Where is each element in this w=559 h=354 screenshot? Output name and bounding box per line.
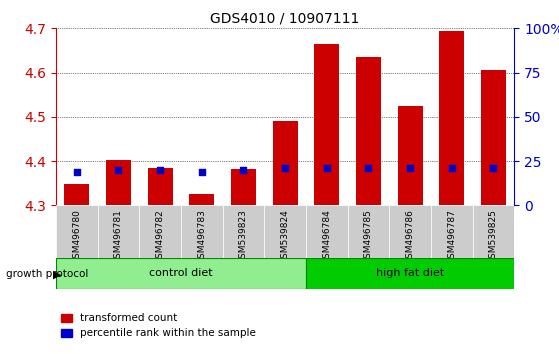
Text: GSM496780: GSM496780 <box>72 210 81 264</box>
Text: high fat diet: high fat diet <box>376 268 444 279</box>
Text: GSM496784: GSM496784 <box>322 210 331 264</box>
Legend: transformed count, percentile rank within the sample: transformed count, percentile rank withi… <box>61 313 255 338</box>
Title: GDS4010 / 10907111: GDS4010 / 10907111 <box>210 12 360 26</box>
Text: GSM496781: GSM496781 <box>114 210 123 264</box>
Bar <box>481 70 506 205</box>
Point <box>364 165 373 171</box>
FancyBboxPatch shape <box>306 258 514 289</box>
Point <box>72 169 81 175</box>
Text: GSM496787: GSM496787 <box>447 210 456 264</box>
Bar <box>397 106 423 205</box>
Bar <box>439 30 465 205</box>
FancyBboxPatch shape <box>389 205 431 258</box>
FancyBboxPatch shape <box>98 205 139 258</box>
Point <box>155 167 164 173</box>
Point <box>239 167 248 173</box>
Text: GSM539823: GSM539823 <box>239 210 248 264</box>
Point <box>281 165 290 171</box>
FancyBboxPatch shape <box>222 205 264 258</box>
FancyBboxPatch shape <box>139 205 181 258</box>
Bar <box>273 121 297 205</box>
Point <box>197 169 206 175</box>
FancyBboxPatch shape <box>431 205 472 258</box>
Text: GSM496782: GSM496782 <box>155 210 164 264</box>
Bar <box>106 160 131 205</box>
Bar <box>356 57 381 205</box>
Text: ▶: ▶ <box>53 269 61 279</box>
FancyBboxPatch shape <box>472 205 514 258</box>
Point <box>323 165 331 171</box>
Text: control diet: control diet <box>149 268 213 279</box>
FancyBboxPatch shape <box>348 205 389 258</box>
Text: growth protocol: growth protocol <box>6 269 88 279</box>
Point <box>489 165 498 171</box>
Bar <box>190 194 214 205</box>
Text: GSM496785: GSM496785 <box>364 210 373 264</box>
FancyBboxPatch shape <box>306 205 348 258</box>
Text: GSM496783: GSM496783 <box>197 210 206 264</box>
Bar <box>64 184 89 205</box>
Point <box>447 165 456 171</box>
Bar <box>231 169 256 205</box>
FancyBboxPatch shape <box>181 205 222 258</box>
FancyBboxPatch shape <box>56 205 98 258</box>
FancyBboxPatch shape <box>56 258 306 289</box>
Bar <box>148 168 173 205</box>
Point <box>114 167 123 173</box>
Bar <box>314 44 339 205</box>
Text: GSM539824: GSM539824 <box>281 210 290 264</box>
Point <box>406 165 415 171</box>
Text: GSM496786: GSM496786 <box>406 210 415 264</box>
Text: GSM539825: GSM539825 <box>489 210 498 264</box>
FancyBboxPatch shape <box>264 205 306 258</box>
